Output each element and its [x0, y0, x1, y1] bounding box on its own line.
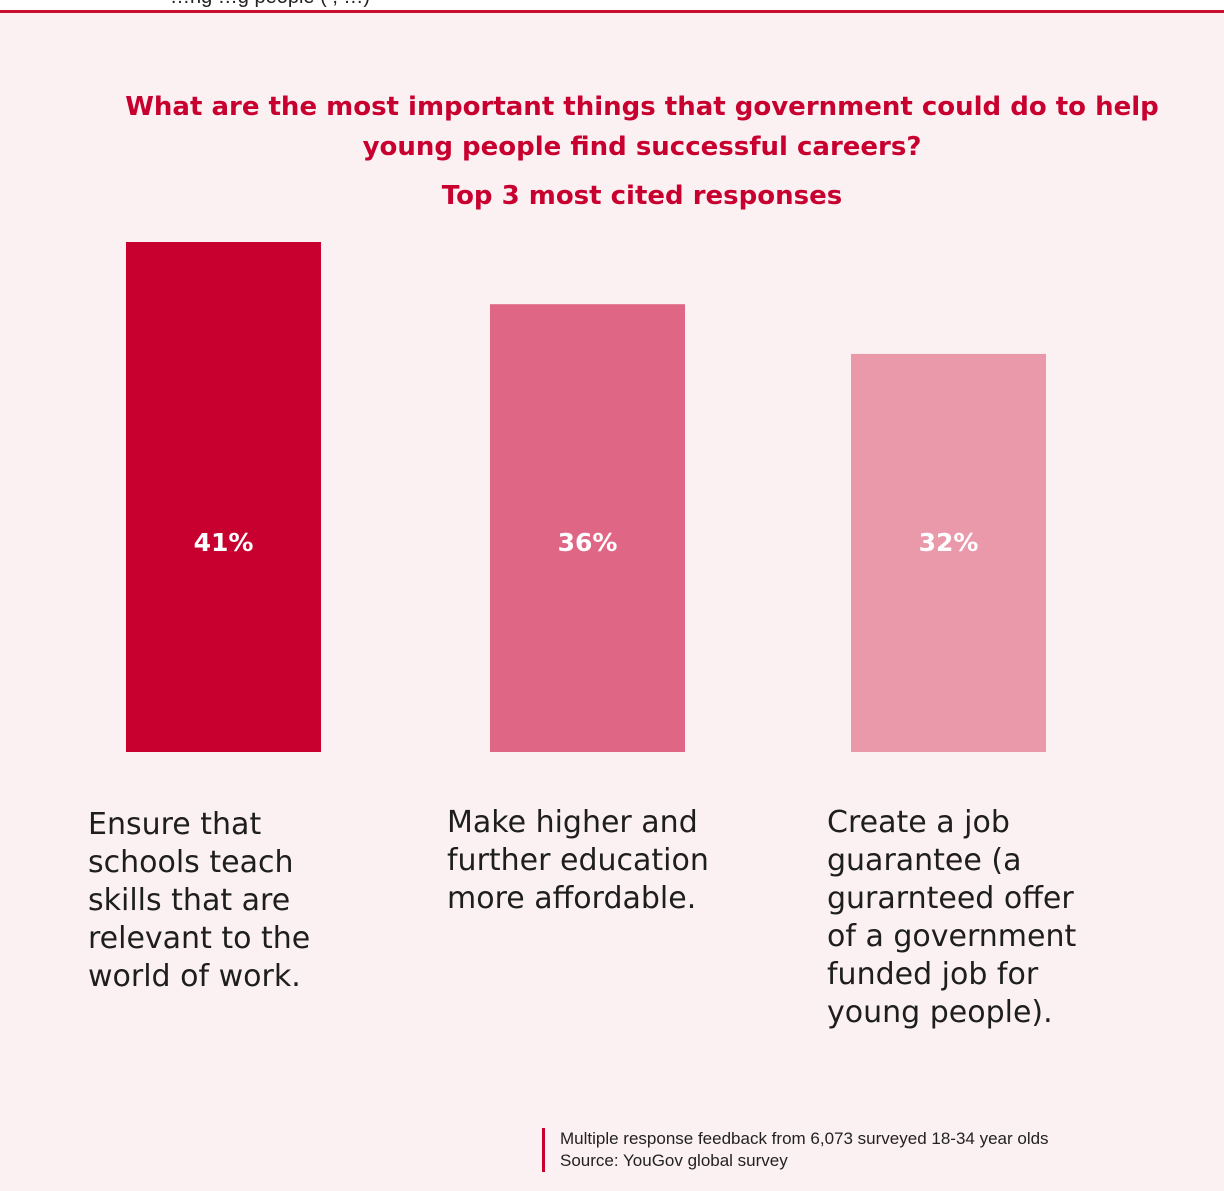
bar-value-label-2: 36% [558, 528, 618, 557]
bar-value-label-3: 32% [919, 528, 979, 557]
bar-value-label-1: 41% [194, 528, 254, 557]
footnote-source: Source: YouGov global survey [560, 1151, 788, 1170]
footnote-sample: Multiple response feedback from 6,073 su… [560, 1129, 1049, 1148]
top-accent-rule [0, 10, 1224, 13]
category-label-3: Create a job guarantee (a gurarnteed off… [827, 805, 1077, 1030]
category-label-1: Ensure that schools teach skills that ar… [88, 807, 311, 994]
category-label-2: Make higher and further education more a… [447, 805, 709, 916]
chart-subtitle: Top 3 most cited responses [441, 181, 843, 211]
survey-footnote: Multiple response feedback from 6,073 su… [542, 1128, 1049, 1172]
cropped-caption-text: …ng …g people ( , …) [170, 0, 370, 9]
bar-1 [126, 242, 321, 752]
chart-title: What are the most important things that … [125, 92, 1159, 162]
bar-3 [851, 353, 1046, 752]
top-cropped-caption: …ng …g people ( , …) [0, 0, 1224, 10]
bar-2 [490, 304, 685, 752]
